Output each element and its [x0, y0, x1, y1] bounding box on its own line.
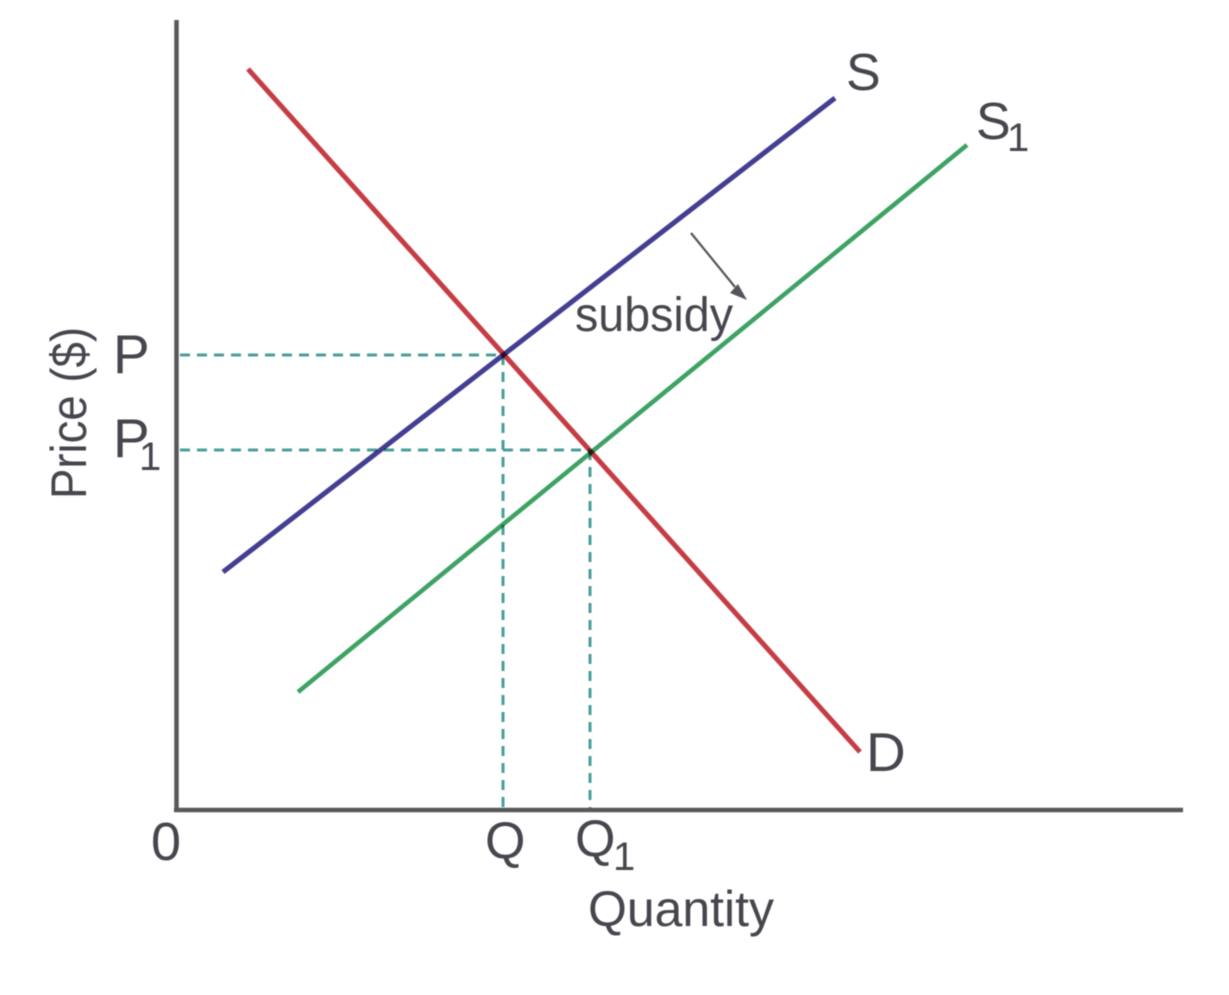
svg-text:0: 0 [151, 812, 181, 872]
svg-text:Quantity: Quantity [588, 881, 774, 937]
svg-text:S: S [846, 44, 881, 102]
svg-text:D: D [866, 721, 906, 783]
svg-text:1: 1 [613, 835, 635, 879]
svg-text:subsidy: subsidy [575, 289, 733, 342]
svg-text:1: 1 [139, 435, 161, 479]
svg-text:Q: Q [575, 810, 615, 868]
svg-text:1: 1 [1007, 116, 1029, 160]
svg-text:Price ($): Price ($) [41, 327, 97, 499]
svg-text:P: P [113, 323, 150, 385]
svg-text:S: S [976, 93, 1011, 151]
svg-text:Q: Q [485, 812, 525, 870]
svg-text:P: P [113, 407, 150, 469]
